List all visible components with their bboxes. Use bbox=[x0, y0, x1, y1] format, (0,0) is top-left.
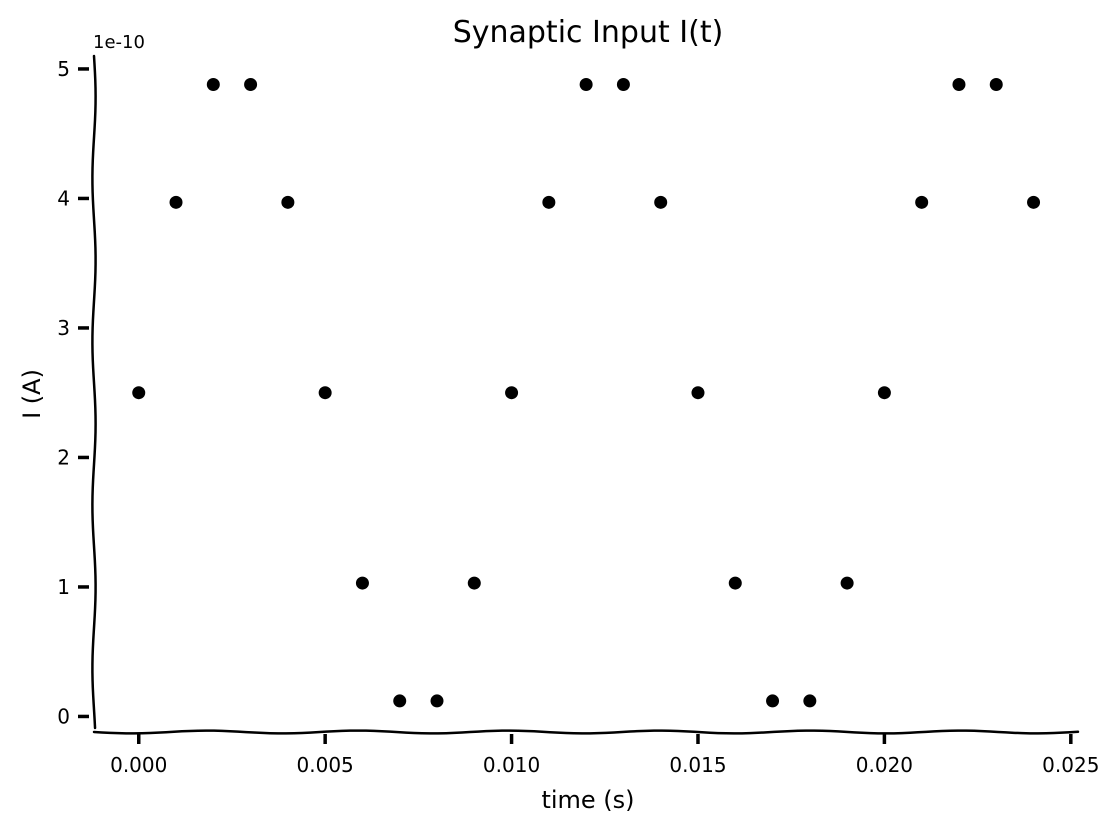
x-tick-label: 0.025 bbox=[1042, 753, 1099, 777]
x-tick-label: 0.000 bbox=[110, 753, 167, 777]
y-tick-label: 5 bbox=[57, 57, 70, 81]
x-tick-label: 0.005 bbox=[297, 753, 354, 777]
chart-title: Synaptic Input I(t) bbox=[453, 15, 724, 50]
y-offset-label: 1e-10 bbox=[93, 32, 145, 53]
data-point bbox=[654, 195, 668, 209]
y-tick-label: 1 bbox=[57, 575, 70, 599]
data-point bbox=[616, 77, 630, 91]
x-tick-label: 0.010 bbox=[483, 753, 540, 777]
data-point bbox=[840, 576, 854, 590]
data-point bbox=[803, 694, 817, 708]
y-axis-line bbox=[91, 54, 97, 730]
data-point bbox=[579, 77, 593, 91]
data-point bbox=[1027, 195, 1041, 209]
data-points bbox=[132, 77, 1041, 708]
x-axis-label: time (s) bbox=[541, 786, 634, 814]
data-point bbox=[430, 694, 444, 708]
x-tick-label: 0.020 bbox=[856, 753, 913, 777]
y-ticks: 0 1 2 3 4 5 bbox=[57, 57, 89, 728]
data-point bbox=[281, 195, 295, 209]
data-point bbox=[915, 195, 929, 209]
data-point bbox=[467, 576, 481, 590]
data-point bbox=[206, 77, 220, 91]
data-point bbox=[355, 576, 369, 590]
data-point bbox=[952, 77, 966, 91]
data-point bbox=[132, 386, 146, 400]
data-point bbox=[542, 195, 556, 209]
data-point bbox=[393, 694, 407, 708]
x-tick-label: 0.015 bbox=[669, 753, 726, 777]
data-point bbox=[728, 576, 742, 590]
data-point bbox=[766, 694, 780, 708]
x-axis-line bbox=[92, 729, 1080, 735]
y-tick-label: 4 bbox=[57, 186, 70, 210]
data-point bbox=[505, 386, 519, 400]
data-point bbox=[877, 386, 891, 400]
data-point bbox=[244, 77, 258, 91]
y-tick-label: 2 bbox=[57, 445, 70, 469]
y-tick-label: 0 bbox=[57, 704, 70, 728]
y-tick-label: 3 bbox=[57, 316, 70, 340]
data-point bbox=[318, 386, 332, 400]
y-axis-label: I (A) bbox=[18, 369, 46, 419]
x-ticks: 0.000 0.005 0.010 0.015 0.020 0.025 bbox=[110, 734, 1099, 777]
data-point bbox=[989, 77, 1003, 91]
data-point bbox=[169, 195, 183, 209]
data-point bbox=[691, 386, 705, 400]
